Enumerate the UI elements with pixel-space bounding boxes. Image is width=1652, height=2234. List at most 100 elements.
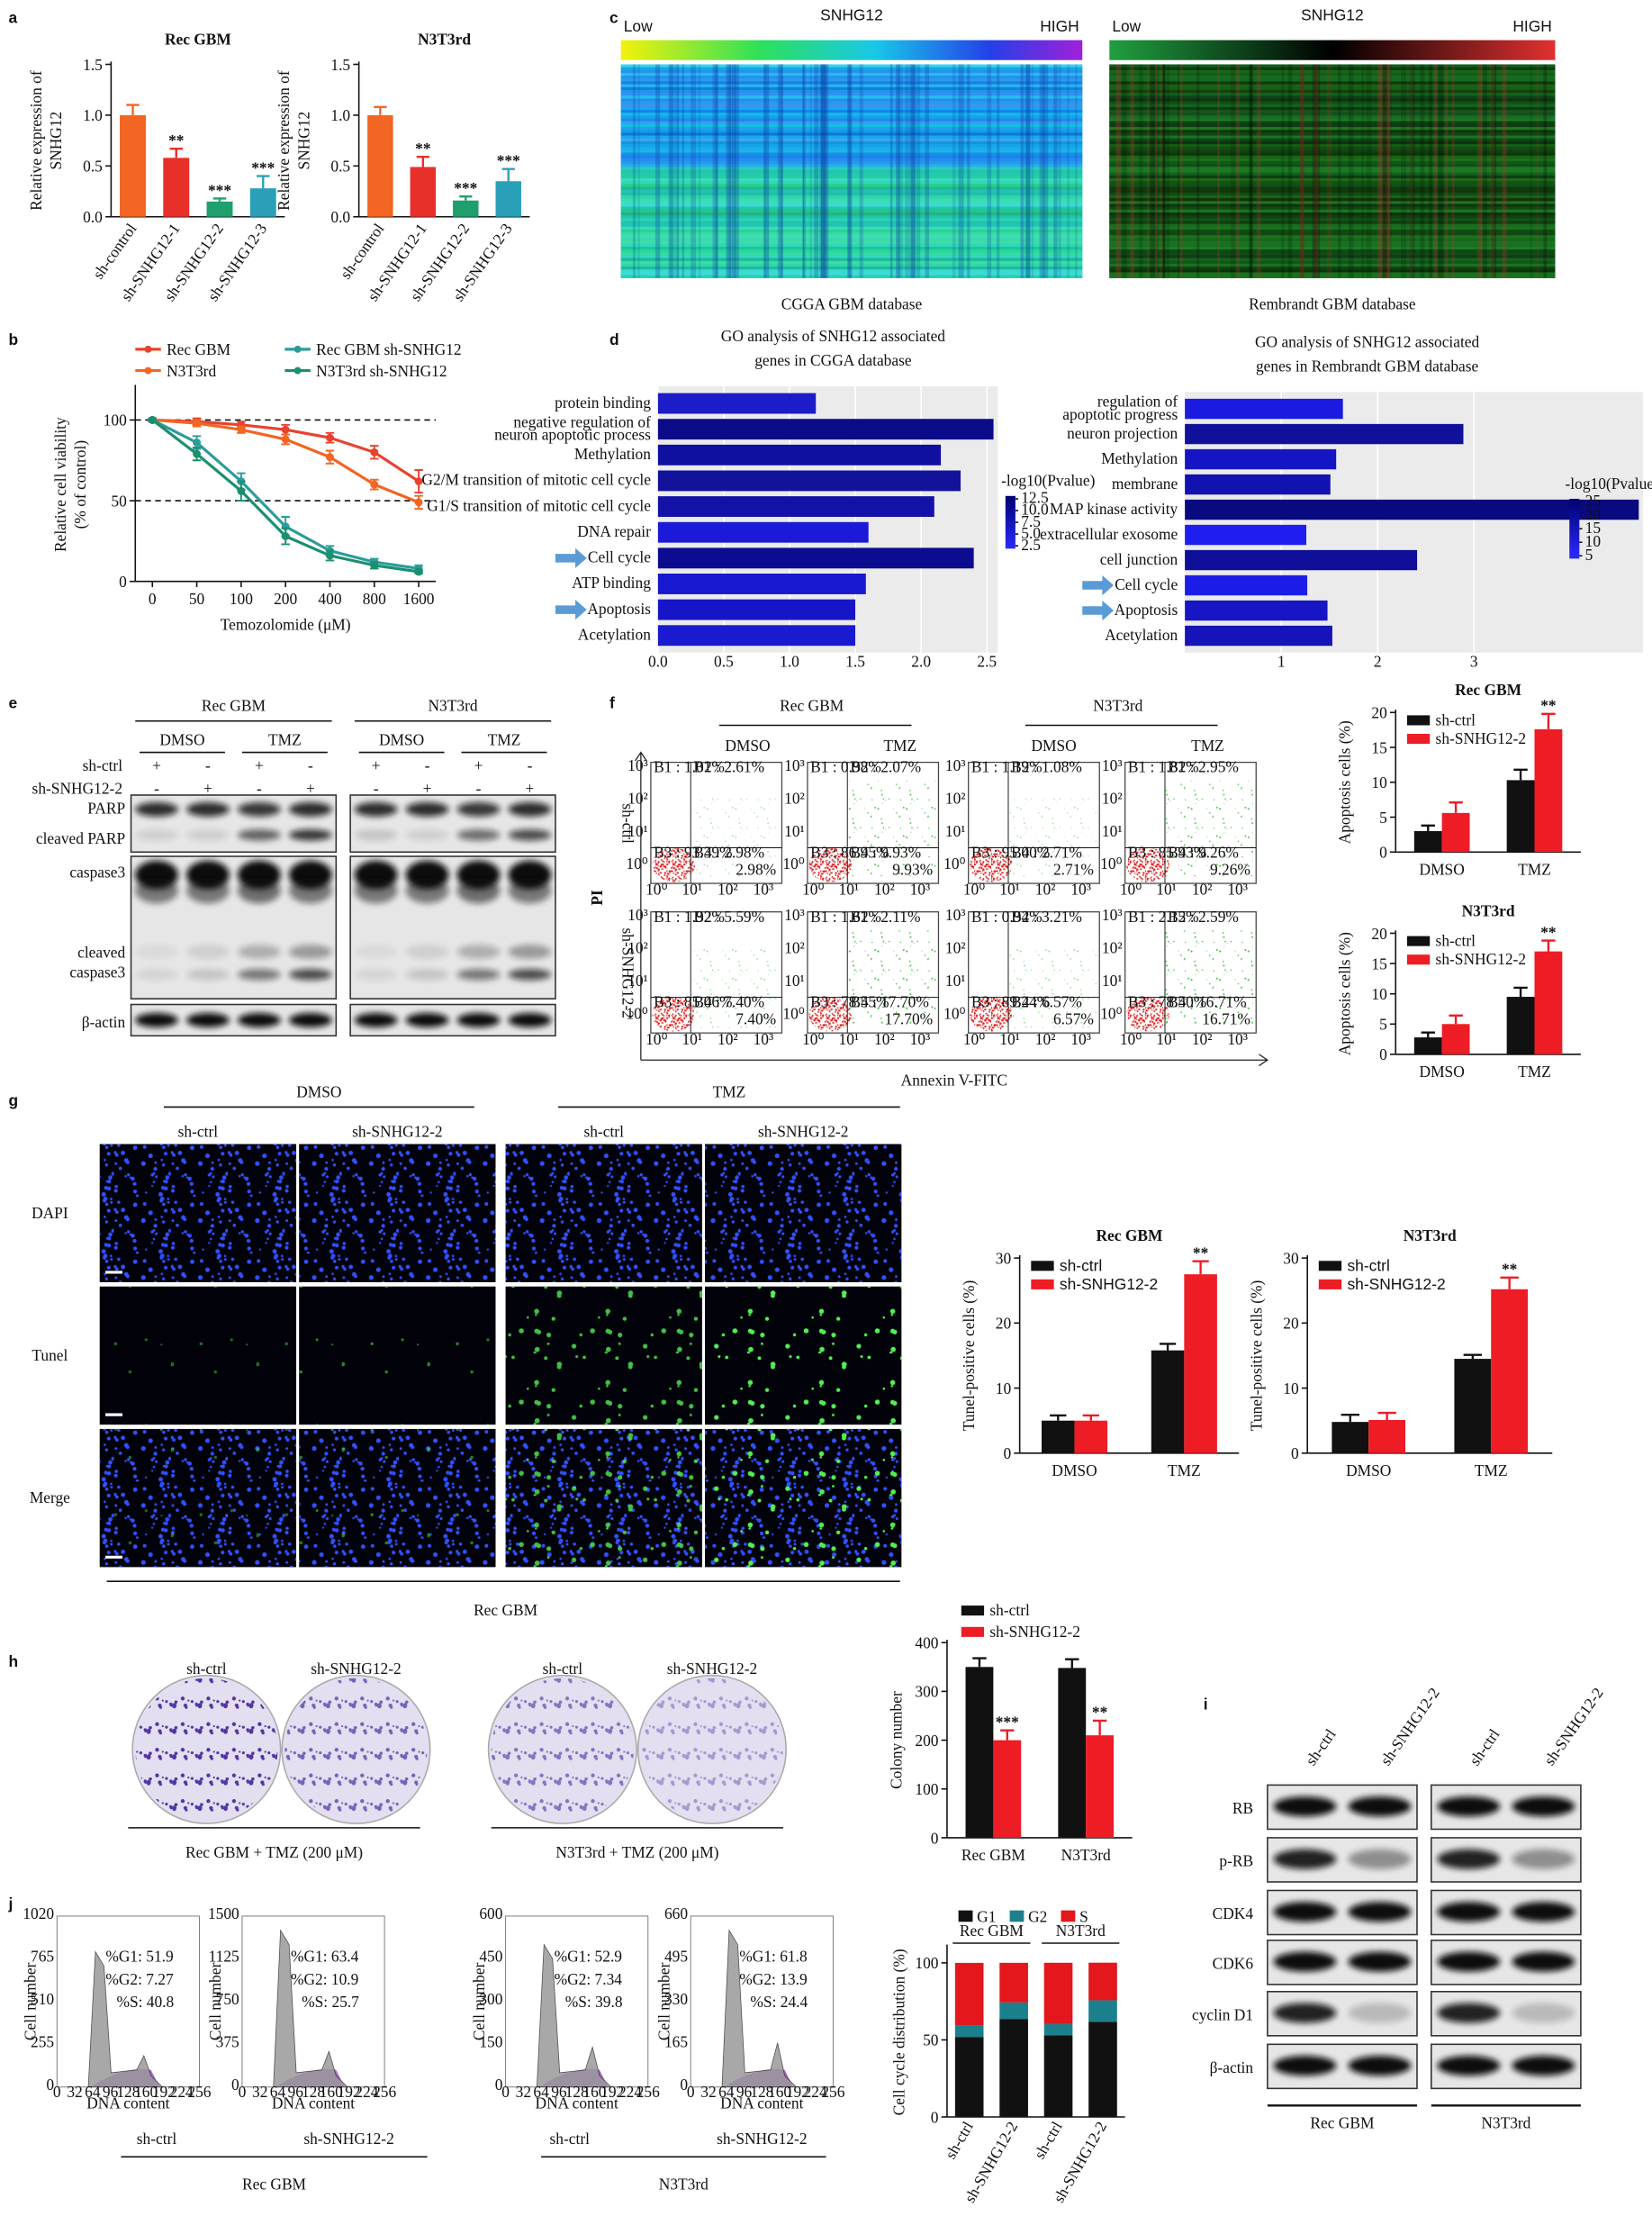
histogram-stat: %G2: 13.9 <box>739 1970 807 1988</box>
chart-title: N3T3rd <box>1404 1226 1457 1244</box>
heatmap-row <box>620 89 1083 94</box>
blot-band <box>135 877 178 904</box>
heatmap-row <box>620 121 1083 125</box>
histogram-x-tick: 0 <box>239 2083 247 2101</box>
y-tick-label: 20 <box>1371 704 1387 722</box>
scale-low: Low <box>624 17 653 35</box>
heatmap-column <box>1287 64 1293 278</box>
panel-letter: a <box>8 9 17 27</box>
blot-band <box>456 801 501 817</box>
band-label-line: caspase3 <box>69 963 125 981</box>
bar <box>1441 812 1470 853</box>
heatmap-column <box>1476 64 1479 278</box>
blot-band <box>186 828 230 841</box>
x-tick-label: DMSO <box>1346 1461 1391 1479</box>
axis-tick: 10¹ <box>1156 881 1177 899</box>
row-label: sh-ctrl <box>618 803 636 844</box>
bar <box>657 470 961 492</box>
legend-label: G1 <box>977 1907 996 1925</box>
treatment-label: TMZ <box>713 1082 746 1100</box>
colorbar-label: -log10(Pvalue) <box>1566 475 1652 493</box>
x-tick-label: DMSO <box>1420 861 1465 879</box>
axis-tick: 10⁰ <box>943 855 965 873</box>
heatmap-column <box>1163 64 1166 278</box>
heatmap-column <box>1429 64 1433 278</box>
legend-swatch <box>1031 1261 1054 1271</box>
histogram-x-tick: 128 <box>565 2083 589 2101</box>
y-tick-label: MAP kinase activity <box>1050 500 1178 518</box>
heatmap-title: SNHG12 <box>820 5 883 23</box>
x-tick-label: 400 <box>318 590 341 608</box>
heatmap-row <box>1109 140 1556 145</box>
legend-label: N3T3rd sh-SNHG12 <box>316 362 447 380</box>
heatmap-row <box>620 263 1083 267</box>
error-bar <box>1500 1276 1519 1289</box>
bar <box>1074 1420 1108 1453</box>
bar-segment <box>954 1962 984 2026</box>
colorbar <box>1569 498 1580 559</box>
bar <box>1185 423 1464 445</box>
flow-green <box>847 930 936 1027</box>
histogram-x-tick: 256 <box>187 2083 211 2101</box>
flow-red <box>1126 997 1169 1032</box>
error-bar <box>1082 1414 1099 1421</box>
heatmap-row <box>620 209 1083 213</box>
legend-label: sh-ctrl <box>1436 710 1476 728</box>
axis-tick: 10³ <box>784 756 805 774</box>
heatmap-row <box>620 181 1083 185</box>
bar <box>1185 524 1307 546</box>
bar <box>1185 625 1332 647</box>
y-tick-label: 30 <box>1283 1249 1299 1267</box>
heatmap-column <box>1052 64 1057 278</box>
colorbar-tick-label: 10.0 <box>1021 501 1049 519</box>
error-bar <box>972 1657 987 1668</box>
heatmap-column <box>668 64 674 278</box>
x-tick-label: DMSO <box>1052 1461 1097 1479</box>
y-tick-label: 15 <box>1371 738 1387 756</box>
group-label: sh-ctrl <box>178 1123 219 1141</box>
y-tick-label: membrane <box>1112 475 1178 493</box>
heatmap-row <box>620 110 1083 113</box>
group-label: sh-SNHG12-2 <box>758 1123 848 1141</box>
bar <box>1332 1422 1369 1453</box>
quadrant-label: B1 : 1.19% <box>971 758 1043 776</box>
error-bar <box>212 197 227 202</box>
colonies <box>284 1678 428 1821</box>
quadrant-label: B4 : 2.71% <box>1011 844 1082 862</box>
blot-band <box>135 1013 178 1027</box>
bar <box>1185 448 1337 470</box>
chart-title: Rec GBM <box>1455 681 1521 699</box>
heatmap-row <box>620 98 1083 102</box>
heatmap-row <box>1109 209 1556 213</box>
colonies <box>491 1678 634 1821</box>
point <box>193 419 201 428</box>
heatmap-column <box>1026 64 1031 278</box>
legend-label: Rec GBM sh-SNHG12 <box>316 340 461 358</box>
histogram-x-tick: 0 <box>501 2083 510 2101</box>
histogram-peak <box>536 1943 612 2088</box>
blot-bg <box>130 1003 338 1037</box>
heatmap-row <box>620 106 1083 111</box>
heatmap-row <box>620 175 1083 179</box>
group-label: sh-ctrl <box>550 2130 591 2148</box>
scale-bar <box>620 40 1083 60</box>
bar <box>206 201 233 217</box>
histogram-x-tick: 160 <box>320 2083 343 2101</box>
flow-red <box>808 997 852 1032</box>
legend-label: Rec GBM <box>167 340 230 358</box>
axis-tick: 10¹ <box>627 822 648 840</box>
quadrant-label: B2 : 2.61% <box>693 758 764 776</box>
heatmap-row <box>620 218 1083 222</box>
x-tick-label: 1.5 <box>845 653 865 671</box>
legend-label: sh-SNHG12-2 <box>989 1623 1079 1641</box>
heatmap-column <box>1438 64 1444 278</box>
histogram-y-tick: 165 <box>664 2032 688 2050</box>
cell-label: N3T3rd <box>429 697 478 715</box>
blot-band <box>508 945 552 959</box>
percentage: 17.70% <box>885 1010 934 1028</box>
error-bar <box>1050 1414 1067 1421</box>
bar <box>657 599 856 620</box>
heatmap-row <box>1109 69 1556 74</box>
heatmap-column <box>1452 64 1455 278</box>
